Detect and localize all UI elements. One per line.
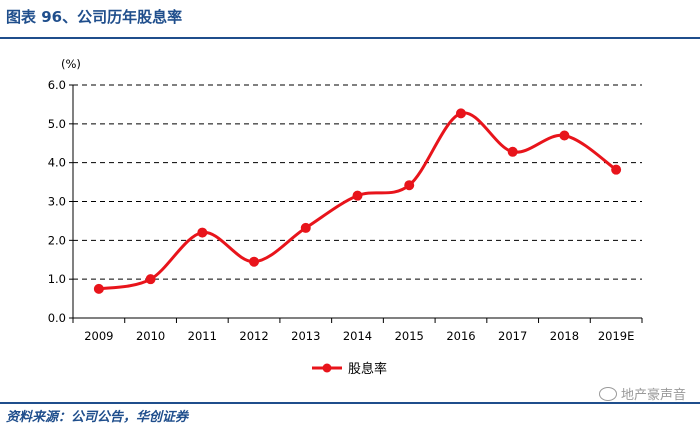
series-layer: [93, 108, 622, 294]
x-tick-label: 2012: [239, 329, 268, 343]
dividend-yield-chart: 0.01.02.03.04.05.06.0 2009 2010 2011 2012 20…: [48, 57, 643, 377]
x-tick-label: 2013: [291, 329, 320, 343]
x-tick-label: 2010: [136, 329, 165, 343]
x-tick-label: 2015: [395, 329, 424, 343]
watermark: 地产豪声音: [598, 384, 686, 403]
y-tick-label: 5.0: [48, 117, 66, 131]
data-point-2014: [352, 190, 363, 201]
legend-label: 股息率: [348, 361, 387, 377]
data-point-2015: [404, 180, 415, 191]
x-tick-label: 2019E: [598, 329, 635, 343]
x-tick-label: 2011: [188, 329, 217, 343]
data-point-2009: [93, 283, 104, 294]
data-point-2018: [559, 130, 570, 141]
data-point-2017: [507, 146, 518, 157]
x-tick-labels: 2009 2010 2011 2012 2013 2014 2015 2016 2017 2018…: [84, 329, 634, 343]
title-rule: [0, 37, 700, 39]
legend: 股息率: [312, 361, 387, 377]
data-point-2013: [300, 222, 311, 233]
x-tick-label: 2014: [343, 329, 372, 343]
y-tick-label: 1.0: [48, 272, 66, 286]
source-note: 资料来源：公司公告，华创证券: [6, 410, 189, 425]
data-point-2016: [455, 108, 466, 119]
y-tick-label: 6.0: [48, 78, 66, 92]
y-tick-label: 4.0: [48, 156, 66, 170]
series-line: [98, 111, 618, 291]
watermark-text: 地产豪声音: [620, 388, 686, 403]
y-axis-label: (%): [61, 57, 81, 71]
source-rule: [0, 402, 700, 404]
data-point-2012: [249, 256, 260, 267]
data-point-2010: [145, 274, 156, 285]
legend-marker-swatch: [322, 363, 332, 373]
x-tick-label: 2016: [446, 329, 475, 343]
y-tick-label: 2.0: [48, 233, 66, 247]
grid-lines: [73, 84, 642, 280]
data-point-2011: [197, 227, 208, 238]
wechat-icon: [598, 386, 617, 401]
y-tick-label: 3.0: [48, 195, 66, 209]
figure-title: 图表 96、公司历年股息率: [6, 8, 183, 26]
x-tick-label: 2009: [84, 329, 113, 343]
axes: [69, 84, 643, 323]
data-point-2019E: [611, 164, 622, 175]
x-tick-label: 2017: [498, 329, 527, 343]
x-tick-label: 2018: [550, 329, 579, 343]
y-tick-label: 0.0: [48, 311, 66, 325]
y-tick-labels: 0.0 1.0 2.0 3.0 4.0 5.0 6.0: [48, 78, 66, 325]
